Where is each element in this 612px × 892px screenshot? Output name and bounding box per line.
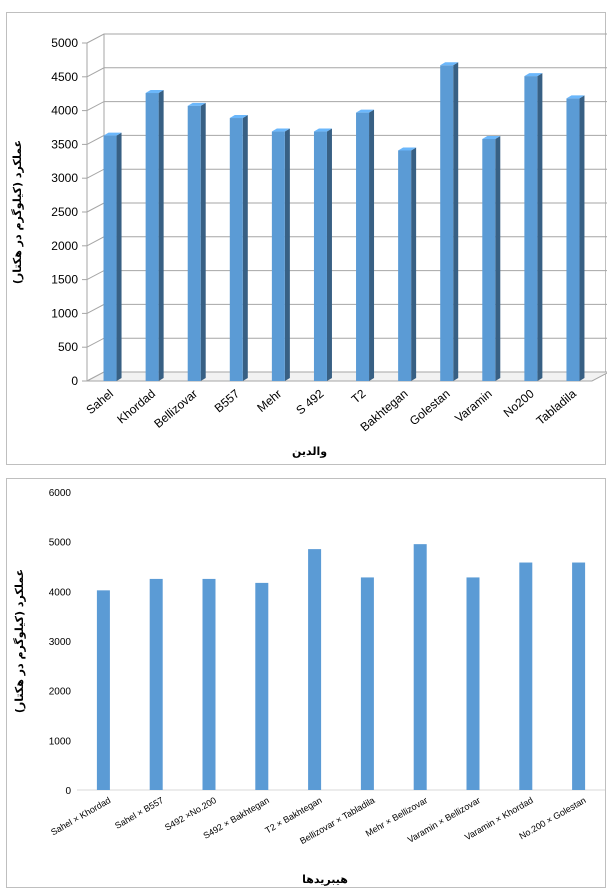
chart-parents-yield: 0 500 1000 1500 2000 2500 3000 3500 4000 4500 5000… (6, 12, 607, 465)
bar (149, 578, 163, 790)
bar (255, 582, 269, 790)
bar (572, 562, 586, 790)
bar-front (271, 131, 285, 381)
bar-top (356, 109, 375, 113)
bar-top (103, 132, 122, 136)
bar (440, 62, 459, 382)
bar (519, 562, 533, 790)
bar-top (440, 62, 459, 66)
y-tick-label: 3000 (51, 171, 78, 185)
bar (524, 73, 543, 382)
x-category-label: T2 (349, 386, 369, 406)
bar (313, 128, 332, 381)
x-category-label: Golestan (407, 387, 453, 429)
bar-side (369, 109, 375, 382)
bar-front (229, 118, 243, 381)
bar-top (482, 135, 501, 139)
bar-side (326, 128, 332, 381)
bar-front (566, 98, 580, 381)
bar-side (158, 90, 164, 382)
bar-front (356, 112, 370, 382)
bar-top (271, 128, 290, 132)
y-tick-label: 2000 (49, 687, 72, 698)
y-tick-label: 1000 (49, 736, 72, 747)
bar-side (116, 132, 122, 381)
bar-side (200, 102, 206, 382)
x-category-label: No200 (501, 386, 537, 420)
x-category-label: Bakhtegan (358, 387, 411, 435)
y-tick-label: 6000 (49, 488, 72, 499)
x-category-label: Mehr (254, 387, 284, 415)
x-category-label: Bellizovar (151, 387, 200, 431)
y-tick-label: 5000 (49, 538, 72, 549)
gridline (86, 33, 607, 44)
y-tick-label: 1500 (51, 273, 78, 287)
y-tick-label: 2000 (51, 239, 78, 253)
bar (103, 132, 122, 381)
y-tick-label: 4000 (51, 104, 78, 118)
x-category-label: Sahel (83, 387, 116, 417)
bar (229, 115, 248, 381)
bar-side (579, 95, 585, 381)
bar-front (103, 135, 117, 381)
y-tick-label: 3000 (49, 637, 72, 648)
bar (187, 102, 206, 382)
x-axis-title: هیبریدها (302, 873, 348, 886)
bar-side (242, 115, 248, 381)
bar (566, 95, 585, 381)
bar (308, 549, 322, 790)
bar (482, 135, 501, 381)
bar-top (187, 102, 206, 106)
y-tick-label: 500 (58, 340, 78, 354)
bar-top (566, 95, 585, 99)
bar-side (495, 135, 501, 381)
y-tick-label: 0 (65, 786, 71, 797)
y-tick-label: 5000 (51, 36, 78, 50)
bar (413, 544, 427, 790)
bar-top (524, 73, 543, 77)
x-category-label: Tabladila (534, 386, 580, 427)
bar-side (453, 62, 459, 382)
bar (271, 128, 290, 381)
chart-parents-svg: 0 500 1000 1500 2000 2500 3000 3500 4000 4500 5000… (11, 33, 607, 458)
x-category-label: Sahel × B557 (113, 795, 165, 831)
y-tick-label: 3500 (51, 137, 78, 151)
bar (96, 590, 110, 790)
x-category-label: Sahel × Khordad (49, 795, 112, 837)
bar (356, 109, 375, 382)
bar-side (411, 147, 417, 381)
x-category-label: S 492 (293, 386, 326, 417)
x-category-label: Varamin (452, 387, 495, 426)
bar-top (398, 147, 417, 151)
bar-side (537, 73, 543, 382)
bar (466, 577, 480, 790)
bar-front (482, 138, 496, 381)
chart-hybrids-yield: 0 1000 2000 3000 4000 5000 6000 Sahel × Khordad… (6, 478, 606, 888)
bar (145, 90, 164, 382)
bar-top (229, 115, 248, 119)
bar-front (145, 93, 159, 382)
y-tick-label: 2500 (51, 205, 78, 219)
floor-plane (86, 371, 607, 382)
bar-front (313, 131, 327, 381)
bar-front (524, 76, 538, 382)
bar (202, 578, 216, 790)
y-tick-label: 4000 (49, 587, 72, 598)
y-tick-label: 0 (71, 374, 78, 388)
bar-front (440, 65, 454, 382)
bar-front (398, 150, 412, 381)
bar (398, 147, 417, 381)
bar-top (313, 128, 332, 132)
y-axis-title: عملکرد (کیلوگرم در هکتار) (13, 569, 26, 713)
y-tick-label: 4500 (51, 70, 78, 84)
bar-side (284, 128, 290, 381)
bar (360, 577, 374, 790)
y-tick-label: 1000 (51, 306, 78, 320)
x-axis-title: والدین (292, 445, 327, 458)
x-category-label: B557 (212, 386, 243, 415)
chart-hybrids-svg: 0 1000 2000 3000 4000 5000 6000 Sahel × Khordad… (13, 488, 605, 886)
y-axis-title: عملکرد (کیلوگرم در هکتار) (11, 140, 24, 284)
bar-front (187, 105, 201, 382)
bar-top (145, 90, 164, 94)
